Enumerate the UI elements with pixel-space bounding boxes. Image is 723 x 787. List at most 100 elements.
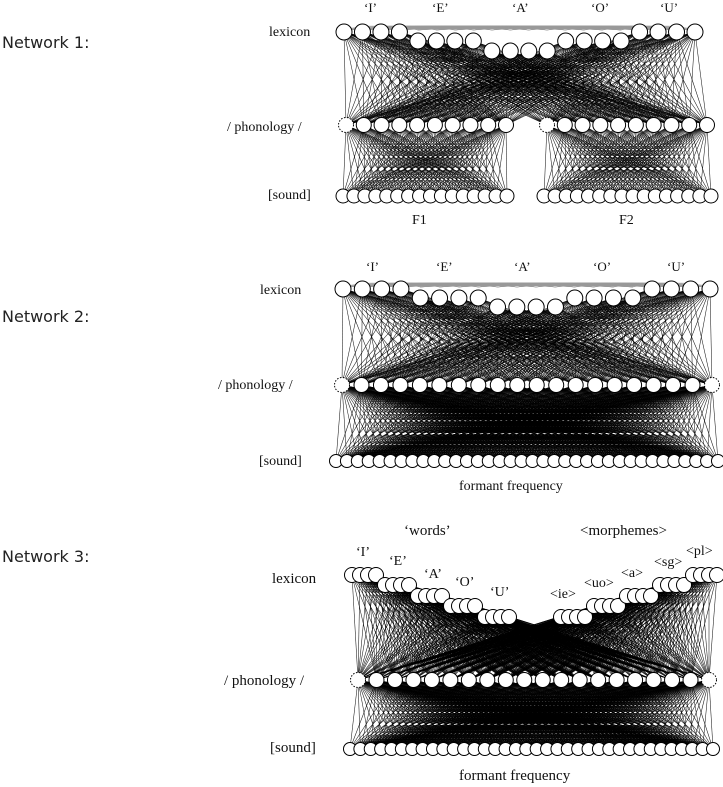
net2-phon-sound-link: [390, 384, 713, 462]
net1-lexicon-node: [649, 23, 667, 41]
connection-lines: [335, 25, 719, 750]
net3-phon-sound-link: [370, 679, 433, 750]
net1-lexicon-node: [612, 32, 630, 50]
net3-phon-sound-link: [357, 679, 372, 750]
net2-lex-phon-link: [458, 288, 711, 386]
net3-phon-sound-link: [349, 679, 617, 750]
net1-phonology-node: [627, 117, 644, 133]
net3-phon-sound-link: [360, 679, 396, 750]
net3-lex-phon-link: [376, 616, 510, 681]
net2-phonology-node: [489, 377, 506, 393]
net2-lex-phon-link: [341, 288, 711, 386]
net3-lex-phon-link: [616, 574, 718, 681]
net2-phon-sound-link: [488, 384, 713, 462]
net3-phon-sound-link: [432, 679, 710, 750]
net3-phon-sound-link: [370, 679, 710, 750]
net1-phon-sound-link: [397, 124, 489, 197]
network-3-morpheme-uo: <uo>: [584, 576, 614, 591]
net2-phon-sound-link: [341, 384, 370, 462]
net1-lex-phon-link: [345, 50, 492, 126]
network-1-vowel-a: ‘A’: [512, 0, 529, 15]
net1-phon-sound-link: [599, 124, 672, 197]
net1-phon-sound-link: [577, 124, 583, 197]
net3-lex-phon-link: [579, 574, 718, 681]
net2-lex-phon-link: [361, 288, 402, 386]
net2-lex-phon-link: [672, 288, 711, 386]
net3-lex-phon-link: [357, 595, 443, 681]
net2-phon-sound-link: [346, 384, 674, 462]
network-2-vowel-a: ‘A’: [514, 259, 531, 274]
net3-lex-phon-link: [357, 574, 361, 681]
net1-phon-sound-link: [353, 124, 471, 197]
net2-phon-sound-link: [335, 384, 674, 462]
net2-phon-sound-link: [335, 384, 479, 462]
network-2-phonology-label: / phonology /: [218, 378, 293, 393]
net2-phon-sound-link: [401, 384, 674, 462]
net3-phon-sound-link: [557, 679, 710, 750]
network-3-morpheme-pl: <pl>: [686, 544, 713, 559]
net2-lexicon-node: [701, 280, 719, 298]
net3-lexicon-node: [676, 577, 692, 593]
net1-lex-phon-link: [343, 31, 347, 126]
net1-phon-sound-link: [621, 124, 690, 197]
net2-lex-phon-link: [341, 306, 517, 386]
net2-phonology-node: [704, 377, 720, 393]
net1-phon-sound-link: [588, 124, 672, 197]
net2-phon-sound-link: [335, 384, 343, 462]
net2-phonology-node: [431, 377, 448, 393]
net3-lex-phon-link: [616, 584, 677, 681]
net1-phon-sound-link: [342, 124, 347, 197]
net1-phon-sound-link: [463, 124, 507, 197]
net3-phon-sound-link: [360, 679, 414, 750]
net1-phon-sound-link: [577, 124, 672, 197]
net1-phon-sound-link: [566, 124, 672, 197]
net2-phon-sound-link: [357, 384, 440, 462]
net1-phonology-node: [480, 117, 497, 133]
net3-lex-phon-link: [671, 574, 710, 681]
net1-lex-phon-link: [436, 40, 507, 126]
net1-phon-sound-link: [419, 124, 507, 197]
net1-lex-phon-link: [452, 50, 548, 126]
net3-lex-phon-link: [690, 574, 694, 681]
net1-lex-phon-link: [653, 31, 677, 126]
net3-lex-phon-link: [394, 605, 460, 681]
net3-phon-sound-link: [691, 679, 710, 750]
net1-phon-sound-link: [555, 124, 708, 197]
net2-lex-phon-link: [632, 297, 635, 386]
net1-phon-sound-link: [621, 124, 708, 197]
network-3-vowel-o: ‘O’: [455, 575, 474, 590]
net2-lex-phon-link: [594, 288, 711, 386]
network-2-lexicon-label: lexicon: [260, 283, 301, 298]
net3-phonology-node: [350, 672, 366, 688]
network-1-vowel-e: ‘E’: [432, 0, 449, 15]
net1-phon-sound-link: [342, 124, 489, 197]
net3-phon-sound-link: [349, 679, 710, 750]
net2-phonology-node: [587, 377, 604, 393]
net3-lex-phon-link: [458, 605, 470, 681]
net2-lex-phon-link: [341, 306, 498, 386]
net2-phon-sound-link: [586, 384, 713, 462]
net2-phonology-node: [334, 377, 350, 393]
net3-lex-phon-link: [376, 605, 476, 681]
net2-sound-node: [711, 454, 723, 468]
network-1-label: Network 1:: [2, 33, 89, 52]
net3-lex-phon-link: [376, 605, 468, 681]
net1-lexicon-node: [557, 32, 575, 50]
net1-phon-sound-link: [610, 124, 690, 197]
net2-phon-sound-link: [335, 384, 576, 462]
net3-phon-sound-link: [349, 679, 562, 750]
net3-lex-phon-link: [700, 574, 710, 681]
net2-phonology-node: [684, 377, 701, 393]
net3-lex-phon-link: [394, 605, 476, 681]
net1-lex-phon-link: [417, 40, 489, 126]
net3-lex-phon-link: [357, 605, 476, 681]
network-3-phonology-label: / phonology /: [224, 673, 305, 689]
net2-phonology-node: [353, 377, 370, 393]
net3-lex-phon-link: [616, 595, 652, 681]
net3-phon-sound-link: [349, 679, 469, 750]
net1-lex-phon-link: [602, 40, 619, 126]
net1-phon-sound-link: [397, 124, 471, 197]
net1-lex-phon-link: [345, 40, 603, 126]
network-2-vowel-e: ‘E’: [436, 259, 453, 274]
